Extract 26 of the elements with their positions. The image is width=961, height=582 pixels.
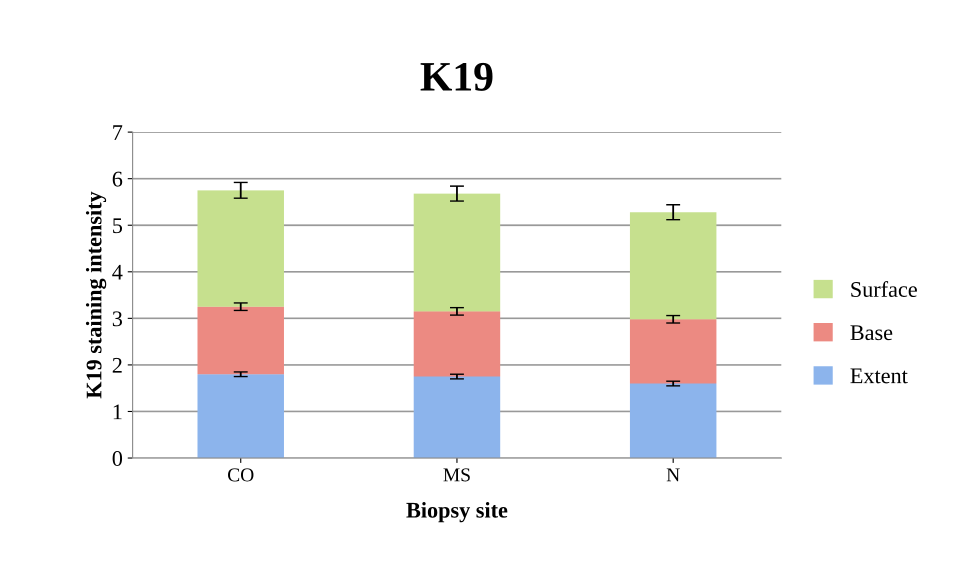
chart-title: K19: [420, 62, 492, 91]
y-tick-label: 2: [112, 358, 122, 373]
y-axis-title: K19 staining intensity: [86, 192, 106, 398]
bar: [630, 384, 716, 458]
x-tick-label: CO: [228, 468, 254, 482]
y-tick-label: 7: [113, 125, 122, 140]
bar: [197, 190, 284, 307]
y-tick-label: 5: [113, 218, 122, 234]
legend-label: Extent: [850, 368, 908, 384]
x-axis-title: Biopsy site: [406, 502, 508, 522]
y-tick-label: 3: [112, 311, 122, 326]
legend-label: Base: [850, 325, 892, 340]
bar: [630, 319, 716, 384]
legend-label: Surface: [851, 281, 917, 297]
y-tick-label: 6: [112, 172, 122, 187]
bar: [630, 212, 716, 320]
bar: [197, 374, 284, 458]
y-tick-label: 4: [112, 264, 123, 280]
bar: [414, 376, 500, 458]
y-tick-label: 0: [112, 450, 122, 466]
y-tick-label: 1: [114, 404, 122, 420]
bar: [414, 194, 500, 312]
bar: [414, 311, 500, 377]
x-tick-label: MS: [443, 468, 470, 482]
x-tick-label: N: [666, 468, 680, 482]
bar: [197, 306, 284, 374]
